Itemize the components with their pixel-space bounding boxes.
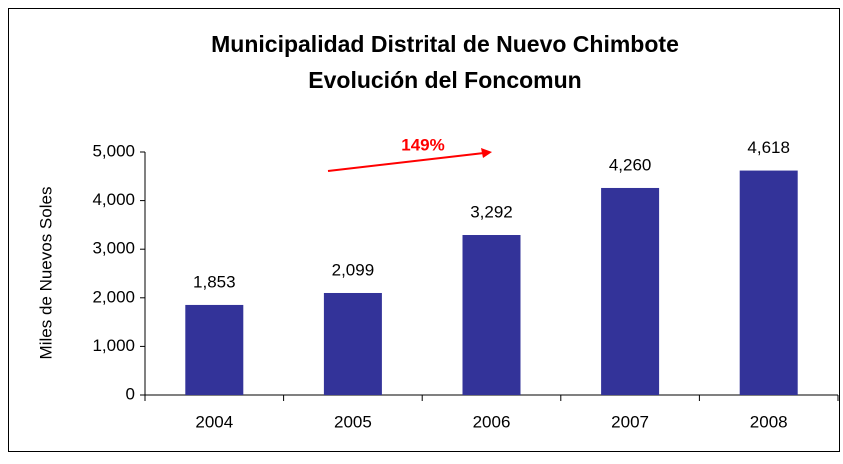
y-axis-label: Miles de Nuevos Soles — [36, 187, 55, 360]
data-label: 4,260 — [609, 155, 652, 174]
data-label: 4,618 — [747, 138, 790, 157]
y-tick-label: 1,000 — [92, 336, 135, 355]
y-tick-label: 5,000 — [92, 141, 135, 160]
chart-title: Municipalidad Distrital de Nuevo Chimbot… — [211, 31, 679, 57]
x-tick-label: 2006 — [473, 412, 511, 431]
x-tick-label: 2004 — [195, 412, 233, 431]
chart-subtitle: Evolución del Foncomun — [308, 67, 581, 93]
y-tick-label: 4,000 — [92, 190, 135, 209]
bar — [185, 304, 244, 395]
y-tick-label: 0 — [126, 384, 135, 403]
y-tick-label: 2,000 — [92, 287, 135, 306]
x-tick-label: 2007 — [611, 412, 649, 431]
bar — [462, 235, 521, 395]
bar — [323, 292, 382, 395]
x-tick-label: 2005 — [334, 412, 372, 431]
bar — [601, 187, 660, 395]
chart-border — [8, 8, 840, 452]
data-label: 2,099 — [332, 260, 375, 279]
y-tick-label: 3,000 — [92, 239, 135, 258]
annotation-arrowhead — [481, 148, 492, 158]
data-label: 3,292 — [470, 202, 513, 221]
annotation-arrow — [327, 152, 485, 172]
data-label: 1,853 — [193, 272, 236, 291]
annotation: 149% — [401, 135, 444, 154]
x-tick-label: 2008 — [750, 412, 788, 431]
bar — [739, 170, 798, 395]
